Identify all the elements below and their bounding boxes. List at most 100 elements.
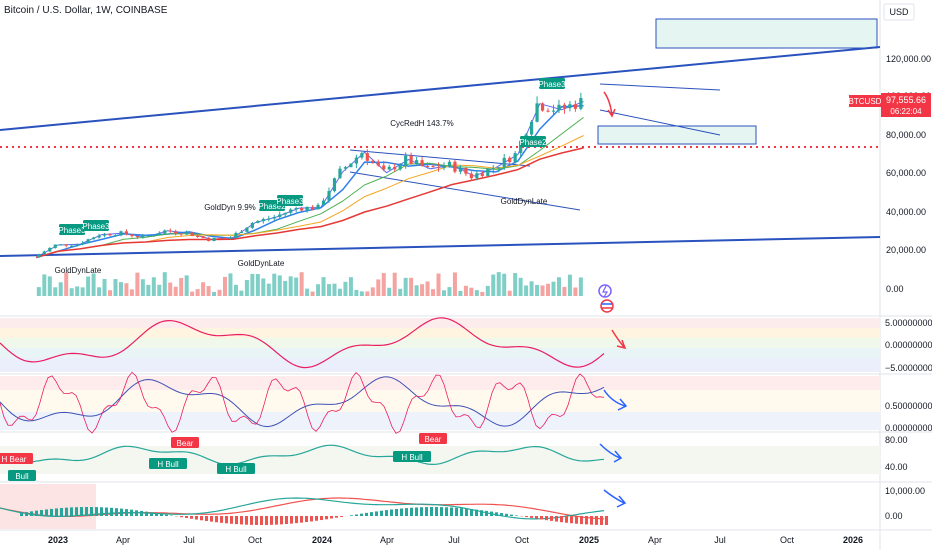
signal-label: GoldDynLate xyxy=(55,266,102,275)
volume-bar xyxy=(403,277,408,296)
candle-body xyxy=(486,168,490,176)
macd-histogram-bar xyxy=(190,516,193,519)
volume-bar xyxy=(266,283,271,296)
pane1-tick: 0.00000000 xyxy=(885,340,932,350)
candle-body xyxy=(201,236,205,238)
candle-body xyxy=(146,235,150,237)
candle-body xyxy=(256,221,260,223)
drawing-overlays[interactable] xyxy=(0,18,881,257)
divergence-tag xyxy=(149,458,187,469)
candle-body xyxy=(37,254,41,258)
phase-tag xyxy=(277,195,303,206)
volume-bar xyxy=(491,274,496,296)
arrow-icon xyxy=(599,389,628,508)
macd-histogram-bar xyxy=(155,513,158,516)
candle-body xyxy=(382,165,386,170)
upper-trend-line[interactable] xyxy=(0,46,881,131)
candle-body xyxy=(261,219,265,222)
candle-body xyxy=(420,160,424,167)
candle-body xyxy=(557,104,561,111)
candle-body xyxy=(519,140,523,154)
macd-histogram-bar xyxy=(305,516,308,523)
macd-histogram-bar xyxy=(245,516,248,525)
lightning-icon[interactable] xyxy=(598,284,612,298)
arrow-icon xyxy=(603,91,627,350)
volume-bar xyxy=(113,279,118,296)
volume-bar xyxy=(206,286,211,296)
volume-bar xyxy=(321,277,326,296)
time-tick: Oct xyxy=(780,535,795,545)
candle-body xyxy=(64,244,68,246)
time-axis[interactable]: 2023 Apr Jul Oct 2024 Apr Jul Oct 2025 A… xyxy=(48,535,863,545)
volume-bar xyxy=(108,290,113,296)
price-tick: 20,000.00 xyxy=(886,245,926,255)
time-tick: Apr xyxy=(648,535,662,545)
bar-countdown: 06:22:04 xyxy=(890,107,922,116)
phase-tag xyxy=(520,136,546,147)
currency-button[interactable] xyxy=(883,3,915,21)
channel-line-top[interactable] xyxy=(349,149,531,167)
volume-bar xyxy=(86,276,91,296)
candle-body xyxy=(234,232,238,238)
last-price-label xyxy=(881,93,931,117)
macd-histogram-bar xyxy=(140,510,143,516)
channel-line-upper[interactable] xyxy=(599,83,721,91)
flag-icon[interactable] xyxy=(600,299,614,313)
volume-bar xyxy=(469,287,474,296)
macd-histogram-bar xyxy=(530,516,533,518)
volume-bar xyxy=(244,279,249,296)
macd-histogram-bar xyxy=(430,507,433,516)
volume-bar xyxy=(518,277,523,296)
volume-bar xyxy=(447,287,452,296)
candle-body xyxy=(294,208,298,210)
divergence-tag-text: Bull xyxy=(15,472,29,481)
macd-histogram-bar xyxy=(235,516,238,525)
candle-body xyxy=(245,227,249,232)
candle-body xyxy=(157,233,161,236)
macd-histogram-bar xyxy=(425,507,428,516)
macd-histogram-bar xyxy=(435,507,438,516)
candle-body xyxy=(360,153,364,158)
signal-label: GoldDynLate xyxy=(501,197,548,206)
candle-body xyxy=(327,191,331,201)
candle-body xyxy=(190,232,194,236)
candle-body xyxy=(206,237,211,241)
phase-tag-text: Phase3 xyxy=(58,226,86,235)
macd-histogram-bar xyxy=(280,516,283,525)
macd-histogram-bar xyxy=(115,508,118,516)
oscillator-line-pane2 xyxy=(0,376,605,428)
candle-body xyxy=(300,208,304,211)
price-axis[interactable] xyxy=(880,0,932,550)
candle-body xyxy=(289,209,293,213)
candle-body xyxy=(59,244,63,246)
candle-body xyxy=(316,204,320,210)
volume-bar xyxy=(173,286,178,296)
macd-histogram-bar xyxy=(35,510,38,516)
divergence-tag xyxy=(0,453,33,464)
volume-bar xyxy=(168,282,173,296)
channel-line-mid[interactable] xyxy=(349,171,581,211)
support-zone-box[interactable] xyxy=(597,125,757,145)
volume-bar xyxy=(42,274,47,296)
macd-histogram-bar xyxy=(480,510,483,516)
macd-histogram-bar xyxy=(605,516,608,525)
volume-bar xyxy=(414,285,419,296)
volume-bar xyxy=(420,284,425,296)
candle-body xyxy=(562,104,567,109)
macd-histogram-bar xyxy=(205,516,208,521)
channel-line-lower[interactable] xyxy=(599,109,721,136)
volume-bar xyxy=(294,277,299,296)
lower-trend-line[interactable] xyxy=(0,236,881,257)
volume-histogram xyxy=(36,272,583,296)
macd-histogram-bar xyxy=(195,516,198,520)
macd-histogram-bar xyxy=(460,508,463,516)
candle-body xyxy=(185,232,189,235)
volume-bar xyxy=(64,272,69,296)
macd-histogram-bar xyxy=(215,516,218,523)
target-zone-box[interactable] xyxy=(655,18,878,49)
candle-body xyxy=(113,235,118,237)
macd-histogram-bar xyxy=(55,508,58,516)
divergence-tag xyxy=(217,463,255,474)
candle-body xyxy=(458,168,463,172)
